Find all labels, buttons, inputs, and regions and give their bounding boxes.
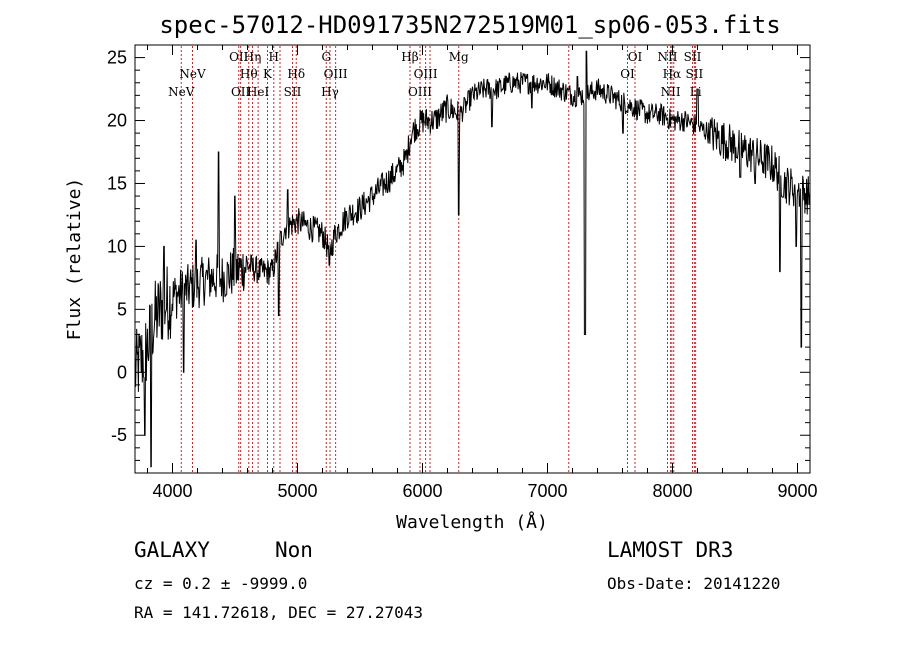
redshift-cz: cz = 0.2 ± -9999.0: [134, 574, 308, 593]
survey-name: LAMOST DR3: [607, 538, 734, 562]
line-label: K: [263, 67, 273, 81]
y-tick-label: 5: [117, 299, 127, 319]
line-label: HeI: [247, 85, 270, 99]
line-label: NeV: [168, 85, 195, 99]
y-axis-label: Flux (relative): [64, 178, 85, 341]
line-label: Hθ: [240, 67, 258, 81]
line-label: OI: [628, 50, 643, 64]
line-label: NII: [658, 50, 678, 64]
line-label: SII: [284, 85, 302, 99]
line-label: OIII: [408, 85, 432, 99]
x-tick-label: 8000: [652, 481, 692, 501]
x-tick-label: 9000: [777, 481, 817, 501]
line-label: OIII: [324, 67, 348, 81]
x-tick-label: 7000: [527, 481, 567, 501]
line-label: OI: [620, 67, 635, 81]
spectrum-line: [134, 50, 811, 468]
object-subclass: Non: [275, 538, 313, 562]
line-label: Hβ: [401, 50, 418, 64]
coordinates: RA = 141.72618, DEC = 27.27043: [134, 603, 423, 622]
line-label: NII: [661, 85, 681, 99]
y-tick-label: 10: [107, 236, 127, 256]
object-class: GALAXY: [134, 538, 210, 562]
line-label: G: [321, 50, 331, 64]
line-label: H: [269, 50, 279, 64]
line-label: Hδ: [287, 67, 305, 81]
chart-title: spec-57012-HD091735N272519M01_sp06-053.f…: [159, 11, 780, 39]
observation-date: Obs-Date: 20141220: [607, 574, 781, 593]
y-tick-label: -5: [111, 425, 127, 445]
line-label: OII: [231, 85, 251, 99]
line-label: OIII: [414, 67, 438, 81]
x-tick-label: 6000: [402, 481, 442, 501]
line-label: Hα: [663, 67, 682, 81]
x-axis-label: Wavelength (Å): [396, 511, 548, 533]
y-tick-label: 15: [107, 173, 127, 193]
emission-line-labels: NeV NeV OII OII Hθ Hη HeI KH SII Hδ G Hγ OIII Hβ OIII O…: [168, 50, 703, 99]
line-label: OII: [229, 50, 249, 64]
emission-line-markers: [180, 46, 697, 472]
line-label: SII: [684, 50, 702, 64]
line-label: NeV: [179, 67, 206, 81]
y-tick-label: 0: [117, 362, 127, 382]
line-label: SII: [686, 67, 704, 81]
line-label: Hη: [244, 50, 262, 64]
line-label: Hγ: [321, 85, 339, 99]
y-tick-label: 20: [107, 111, 127, 131]
line-label: Li: [690, 85, 702, 99]
x-tick-label: 4000: [152, 481, 192, 501]
line-label: Mg: [449, 50, 469, 64]
x-tick-label: 5000: [277, 481, 317, 501]
y-tick-label: 25: [107, 48, 127, 68]
axis-ticks: 4000 5000 6000 7000 8000 9000 -5 0 5 10 15 20 25: [107, 44, 818, 501]
